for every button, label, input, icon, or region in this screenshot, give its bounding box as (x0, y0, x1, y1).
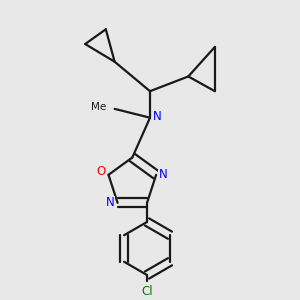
Text: N: N (106, 196, 115, 209)
Text: O: O (97, 165, 106, 178)
Text: N: N (159, 168, 168, 181)
Text: Cl: Cl (141, 285, 153, 298)
Text: Me: Me (91, 102, 106, 112)
Text: N: N (153, 110, 162, 123)
